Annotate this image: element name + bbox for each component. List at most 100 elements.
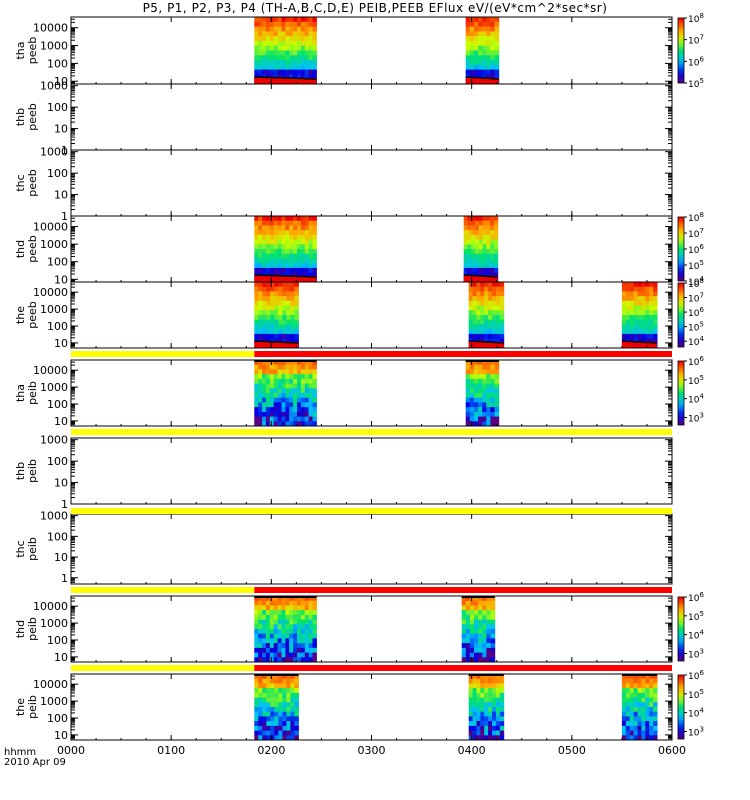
y-axis-label: thc [14, 174, 27, 191]
colorbar-tick-label: 104 [688, 393, 704, 406]
photoelectron-line [254, 340, 299, 344]
y-tick-label: 100 [47, 530, 68, 543]
colorbar-tick-label: 108 [688, 211, 704, 224]
colorbar-gradient [677, 674, 685, 740]
y-tick-label: 10 [54, 273, 68, 286]
y-axis-label: peeb [26, 301, 39, 329]
colorbar-tick-label: 105 [688, 610, 704, 623]
mode-bar [71, 429, 672, 435]
y-tick-label: 1 [61, 210, 68, 223]
spectrogram-block [621, 674, 658, 741]
y-axis-label: peib [26, 617, 39, 641]
panel-frame [70, 16, 673, 85]
y-tick-label: 1000 [40, 238, 68, 251]
colorbar-tick-label: 106 [688, 591, 704, 604]
panel-the-peib: 10 100 1000 10000 the peib 103 104 105 106 [14, 669, 704, 742]
y-tick-label: 1000 [40, 695, 68, 708]
colorbar-tick-label: 107 [688, 227, 704, 240]
y-axis-label: thb [14, 108, 27, 126]
time-axis-label: hhmm [4, 747, 37, 758]
panel-frame [70, 437, 673, 505]
y-tick-label: 1000 [40, 434, 68, 447]
low-energy-band [463, 276, 498, 282]
y-tick-label: 10000 [33, 600, 68, 613]
y-tick-label: 1 [61, 144, 68, 157]
spectrogram-block [254, 282, 299, 349]
y-tick-label: 10 [54, 337, 68, 350]
spectrogram-block [461, 596, 496, 663]
spectrogram-block [621, 282, 658, 349]
low-energy-band [254, 342, 299, 348]
y-tick-label: 100 [47, 167, 68, 180]
y-axis-label: tha [14, 41, 27, 59]
photoelectron-line [468, 340, 504, 344]
mode-bar-segment [254, 587, 672, 593]
colorbar-tick-label: 106 [688, 306, 704, 319]
y-tick-label: 10 [54, 651, 68, 664]
y-tick-label: 10 [54, 415, 68, 428]
spectrogram-block [254, 360, 317, 427]
spectrogram-block [254, 216, 317, 283]
spectrogram-block [254, 596, 317, 663]
low-energy-band [254, 276, 317, 282]
panel-frame [70, 513, 673, 585]
y-axis-label: peeb [26, 235, 39, 263]
colorbar: 105 106 107 108 [677, 12, 704, 90]
y-axis-label: peib [26, 459, 39, 483]
panel-frame [70, 359, 673, 427]
colorbar-tick-label: 107 [688, 292, 704, 305]
colorbar-tick-label: 108 [688, 12, 704, 25]
mode-bar-segment [71, 508, 672, 514]
x-tick-label: 0500 [558, 744, 586, 757]
y-axis-label: thd [14, 620, 27, 638]
y-axis-label: thc [14, 540, 27, 557]
mode-bar-segment [71, 429, 672, 435]
colorbar-tick-label: 105 [688, 321, 704, 334]
panel-tha-peib: 10 100 1000 10000 tha peib 103 104 105 106 [14, 355, 704, 428]
y-tick-label: 1 [61, 498, 68, 511]
y-axis-label: peeb [26, 103, 39, 131]
y-axis-label: peib [26, 381, 39, 405]
y-tick-label: 10000 [33, 22, 68, 35]
colorbar-tick-label: 106 [688, 55, 704, 68]
colorbar-tick-label: 107 [688, 34, 704, 47]
colorbar-gradient [677, 596, 685, 662]
colorbar-tick-label: 105 [688, 374, 704, 387]
mode-bar [71, 508, 672, 514]
y-axis-label: thd [14, 240, 27, 258]
y-tick-label: 1000 [40, 510, 68, 523]
colorbar-tick-label: 103 [688, 647, 704, 660]
colorbar-tick-label: 106 [688, 669, 704, 682]
y-tick-label: 10000 [33, 221, 68, 234]
y-axis-label: the [14, 698, 27, 716]
colorbar-tick-label: 104 [688, 707, 704, 720]
panel-frame [70, 83, 673, 151]
colorbar: 103 104 105 106 [677, 355, 704, 426]
colorbar-tick-label: 105 [688, 259, 704, 272]
panel-frame [70, 215, 673, 283]
y-axis-label: peeb [26, 169, 39, 197]
low-energy-band [468, 342, 504, 348]
y-axis-label: peib [26, 537, 39, 561]
y-tick-label: 10 [54, 551, 68, 564]
colorbar-tick-label: 106 [688, 355, 704, 368]
y-tick-label: 100 [47, 256, 68, 269]
y-axis-label: peib [26, 695, 39, 719]
panel-frame [70, 673, 673, 741]
x-tick-label: 0100 [157, 744, 185, 757]
y-tick-label: 10000 [33, 364, 68, 377]
y-tick-label: 1000 [40, 146, 68, 159]
colorbar-gradient [677, 282, 685, 348]
colorbar-gradient [677, 17, 685, 84]
y-tick-label: 10 [54, 477, 68, 490]
y-tick-label: 10 [54, 123, 68, 136]
photoelectron-line [621, 340, 658, 344]
colorbar-tick-label: 104 [688, 335, 704, 348]
spectrogram-block [463, 216, 499, 283]
panel-thc-peib: 1 10 100 1000 thc peib [14, 510, 673, 585]
colorbar-tick-label: 103 [688, 725, 704, 738]
x-tick-label: 0600 [658, 744, 686, 757]
mode-bar-segment [254, 665, 672, 671]
